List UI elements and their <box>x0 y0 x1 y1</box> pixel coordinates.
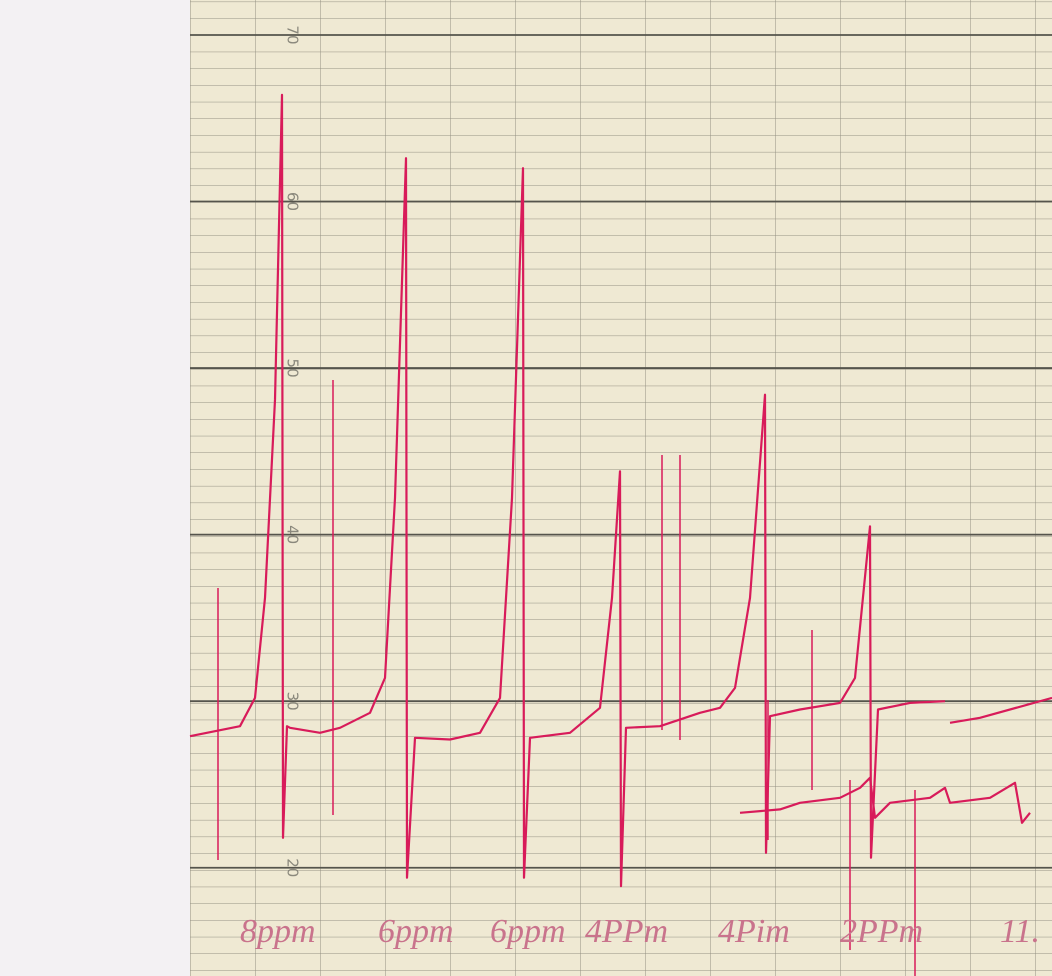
page: 2030405060708ppm6ppm6ppm4PPm4Pim2PPm11. … <box>0 0 1052 976</box>
margin <box>0 0 190 976</box>
handwritten-label: 8ppm <box>240 913 316 950</box>
handwritten-label: 6ppm <box>490 913 566 950</box>
y-tick-label: 40 <box>284 525 302 544</box>
handwritten-label: 6ppm <box>378 913 454 950</box>
y-tick-label: 20 <box>284 858 302 877</box>
handwritten-label: 4PPm <box>585 913 668 950</box>
handwritten-label: 11. <box>1000 913 1040 950</box>
handwritten-label: 2PPm <box>840 913 923 950</box>
y-tick-label: 60 <box>284 192 302 211</box>
y-tick-label: 70 <box>284 25 302 44</box>
y-tick-label: 50 <box>284 359 302 378</box>
y-tick-label: 30 <box>284 692 302 711</box>
chart: 20 30 40 50 60 70 8ppm 6ppm 6ppm 4PPm 4Pim 2PPm 11. <box>0 0 1052 976</box>
handwritten-label: 4Pim <box>718 913 790 950</box>
